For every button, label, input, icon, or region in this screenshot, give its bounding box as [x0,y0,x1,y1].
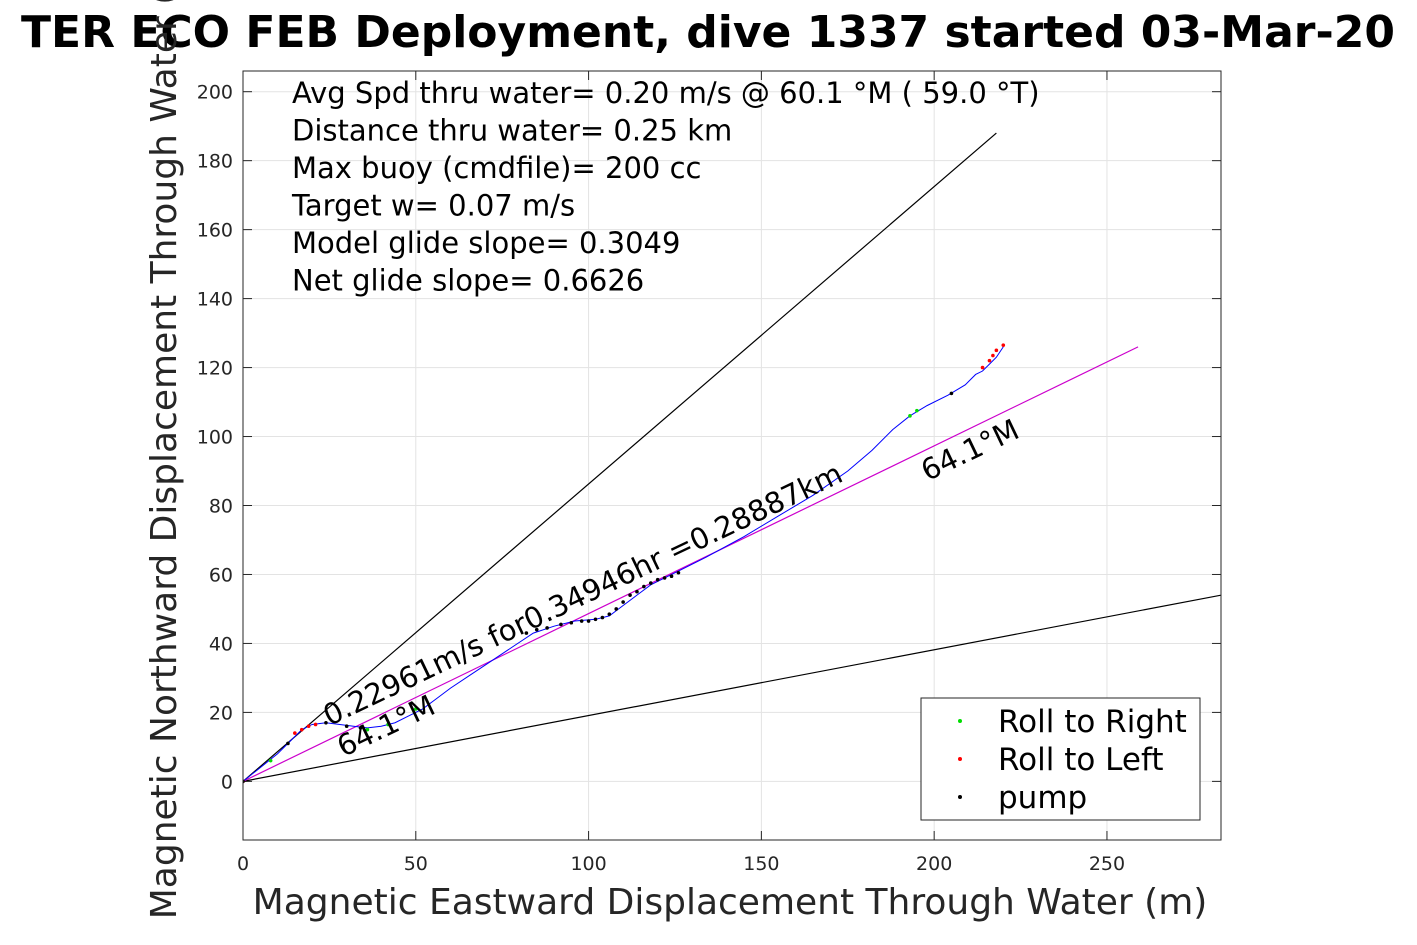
tick-labels: 0 50 100 150 200 250 0 20 40 60 80 100 120 140 160 180 2… [197,82,1125,875]
legend-label: Roll to Left [998,742,1164,778]
x-tick-label: 250 [1089,853,1125,875]
marker-pump [635,589,639,594]
marker-pump [586,619,591,623]
marker-pump [607,612,612,616]
marker-pump [648,581,653,585]
y-tick-label: 180 [197,151,233,173]
legend-swatch [958,719,962,723]
y-tick-label: 160 [197,220,233,242]
marker-pump [676,570,681,575]
info-line: Net glide slope= 0.6626 [292,264,644,298]
y-axis-label: Magnetic Northward Displacement Through … [144,0,185,919]
marker-pump [559,622,563,627]
info-line: Model glide slope= 0.3049 [292,226,680,260]
x-axis-label: Magnetic Eastward Displacement Through W… [253,882,1208,923]
grid [242,71,1221,840]
marker-pump [655,577,660,582]
marker-pump [669,574,674,578]
marker-roll-to-right [413,707,418,711]
marker-pump [949,391,954,396]
y-tick-label: 0 [221,771,233,793]
reference-line-upper-bound [243,132,997,782]
x-tick-label: 100 [570,853,606,875]
y-tick-label: 40 [209,633,233,655]
marker-roll-to-right [915,408,919,413]
markers [243,343,1006,784]
info-line: Distance thru water= 0.25 km [292,114,732,148]
marker-roll-to-right [386,722,390,727]
legend-swatch [958,757,962,761]
marker-pump [286,741,290,746]
info-line: Target w= 0.07 m/s [291,189,575,223]
marker-pump [344,724,349,729]
marker-roll-to-left [293,731,297,735]
marker-pump [534,627,539,632]
y-tick-label: 60 [209,564,233,586]
marker-pump [628,593,632,597]
legend-label: pump [998,780,1087,816]
marker-roll-to-left [987,358,992,363]
marker-pump [614,607,619,611]
y-tick-label: 20 [209,702,233,724]
marker-pump [593,617,598,622]
y-tick-label: 120 [197,358,233,380]
marker-roll-to-left [994,348,999,353]
tick-marks [242,71,1221,840]
x-tick-label: 0 [237,853,249,875]
marker-roll-to-left [1001,343,1006,347]
reference-lines [243,132,1221,782]
marker-roll-to-right [268,758,273,763]
x-tick-label: 200 [916,853,952,875]
legend-label: Roll to Right [998,704,1187,740]
marker-roll-to-left [980,365,985,370]
y-tick-label: 100 [197,427,233,449]
marker-pump [358,726,363,730]
x-tick-label: 150 [743,853,779,875]
marker-pump [621,600,625,604]
marker-pump [324,720,328,725]
chart-title: TER ECO FEB Deployment, dive 1337 starte… [21,7,1395,58]
marker-pump [545,626,549,630]
marker-pump [600,615,605,620]
marker-roll-to-right [908,414,912,418]
plot-frame [242,70,1222,841]
marker-roll-to-right [365,727,370,732]
reference-line-lower-bound [243,594,1221,782]
marker-pump [642,584,646,589]
info-line: Avg Spd thru water= 0.20 m/s @ 60.1 °M (… [292,76,1040,110]
legend-swatch [958,795,962,799]
y-tick-label: 200 [197,82,233,104]
y-tick-label: 80 [209,496,233,518]
x-tick-label: 50 [404,853,428,875]
info-line: Max buoy (cmdfile)= 200 cc [292,151,701,185]
y-tick-label: 140 [197,289,233,311]
marker-roll-to-left [299,727,304,732]
marker-pump [579,619,584,623]
marker-pump [524,631,529,635]
reference-line-heading [243,346,1139,782]
marker-roll-to-left [991,353,995,358]
marker-roll-to-left [306,724,311,729]
marker-pump [662,576,667,580]
marker-roll-to-left [313,722,318,727]
marker-pump [569,620,574,625]
info-text: Avg Spd thru water= 0.20 m/s @ 60.1 °M (… [291,76,1040,298]
legend-box [920,697,1201,821]
